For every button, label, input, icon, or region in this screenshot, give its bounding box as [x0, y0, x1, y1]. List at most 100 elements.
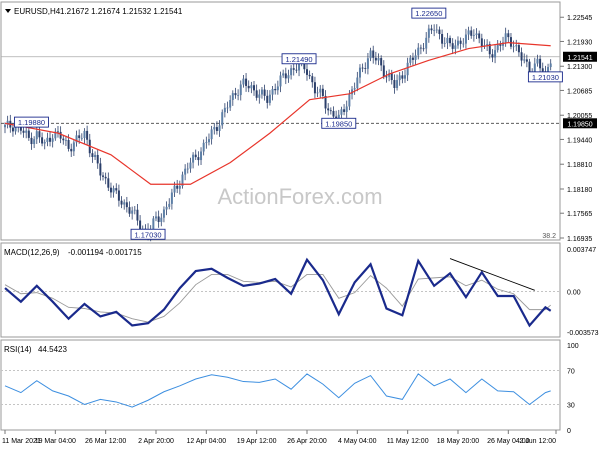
- candle-body: [305, 69, 308, 75]
- moving-average-line: [4, 42, 551, 185]
- candle-body: [313, 82, 316, 94]
- candle-body: [509, 37, 512, 47]
- candle-body: [539, 58, 542, 69]
- candle-body: [308, 74, 311, 77]
- candle-body: [234, 93, 237, 96]
- watermark: ActionForex.com: [217, 184, 382, 209]
- candle-body: [59, 131, 62, 139]
- candle-body: [186, 168, 189, 170]
- candle-body: [202, 142, 205, 152]
- candle-body: [372, 50, 375, 58]
- candle-body: [441, 34, 444, 44]
- candle-body: [311, 76, 314, 83]
- candle-body: [502, 42, 505, 46]
- candle-body: [139, 220, 142, 231]
- candle-body: [123, 202, 126, 205]
- candle-body: [115, 188, 118, 191]
- candle-body: [128, 207, 131, 214]
- candle-body: [411, 57, 414, 60]
- macd-y-tick-label: -0.003573: [567, 330, 599, 337]
- candle-body: [94, 154, 97, 157]
- candle-body: [435, 29, 438, 31]
- candle-body: [366, 58, 369, 69]
- price-annotation-box: [411, 7, 447, 19]
- candle-body: [422, 48, 425, 50]
- candle-body: [260, 89, 263, 95]
- candle-body: [520, 52, 523, 61]
- macd-y-axis: 0.003747 0.00 -0.003573: [567, 247, 599, 337]
- price-y-tick-label: 1.20685: [567, 88, 592, 95]
- candle-body: [70, 148, 73, 152]
- candle-body: [374, 57, 377, 61]
- candle-body: [369, 50, 372, 59]
- candle-body: [409, 57, 412, 63]
- candle-body: [451, 43, 454, 49]
- candle-body: [197, 157, 200, 161]
- candle-body: [507, 33, 510, 38]
- candle-body: [152, 218, 155, 231]
- rsi-y-tick-label: 30: [567, 403, 575, 410]
- candle-body: [494, 50, 497, 58]
- candle-body: [133, 209, 136, 211]
- corner-label: 38.2: [542, 233, 556, 240]
- candle-body: [176, 185, 179, 189]
- candle-body: [327, 108, 330, 111]
- candle-body: [536, 58, 539, 64]
- candle-body: [393, 80, 396, 88]
- candle-body: [332, 110, 335, 117]
- price-y-tick-label: 1.16935: [567, 236, 592, 243]
- candle-body: [131, 210, 134, 214]
- candle-body: [154, 216, 157, 219]
- price-y-tick-label: 1.21930: [567, 39, 592, 46]
- candle-body: [528, 61, 531, 74]
- candle-body: [30, 137, 33, 145]
- candle-body: [266, 95, 269, 103]
- candle-body: [120, 200, 123, 205]
- candle-body: [353, 88, 356, 90]
- candle-body: [168, 203, 171, 207]
- ohlc-values: 1.21672 1.21674 1.21532 1.21541: [60, 7, 183, 16]
- candle-body: [541, 68, 544, 72]
- candle-body: [194, 154, 197, 158]
- candle-body: [86, 130, 89, 140]
- candle-body: [475, 33, 478, 36]
- price-y-tick-label: 1.21300: [567, 64, 592, 71]
- candle-body: [282, 73, 285, 76]
- candle-body: [223, 107, 226, 113]
- candle-body: [515, 45, 518, 47]
- candle-body: [462, 43, 465, 45]
- candle-body: [38, 131, 41, 138]
- candle-body: [292, 68, 295, 70]
- candle-body: [287, 75, 290, 79]
- candle-body: [35, 131, 38, 140]
- price-pane: ActionForex.com 1.198801.170301.214901.1…: [0, 1, 597, 243]
- candle-body: [136, 209, 139, 221]
- rsi-pane: RSI(14) 44.5423 100 70 30 0: [0, 339, 579, 435]
- candle-body: [6, 120, 9, 125]
- candle-body: [358, 67, 361, 78]
- candle-body: [525, 59, 528, 62]
- candle-body: [72, 142, 75, 152]
- macd-trendline: [449, 258, 535, 291]
- candle-body: [274, 88, 277, 91]
- rsi-y-tick-label: 0: [567, 428, 571, 435]
- price-annotation-label: 1.19880: [18, 118, 45, 127]
- candle-body: [80, 137, 83, 139]
- price-badge-label: 1.19850: [567, 121, 592, 128]
- candle-body: [75, 135, 78, 143]
- candle-body: [419, 47, 422, 49]
- price-annotation-box: [14, 116, 49, 128]
- candle-body: [107, 178, 110, 188]
- candle-body: [4, 124, 6, 128]
- price-annotation-box: [321, 117, 357, 129]
- candle-body: [192, 154, 195, 163]
- candle-body: [512, 46, 515, 48]
- candle-body: [464, 34, 467, 44]
- candle-body: [343, 109, 346, 112]
- candle-body: [488, 44, 491, 55]
- candle-body: [99, 163, 102, 176]
- candle-body: [523, 59, 526, 61]
- candle-body: [547, 67, 550, 72]
- candle-body: [247, 85, 250, 89]
- candle-body: [229, 99, 232, 108]
